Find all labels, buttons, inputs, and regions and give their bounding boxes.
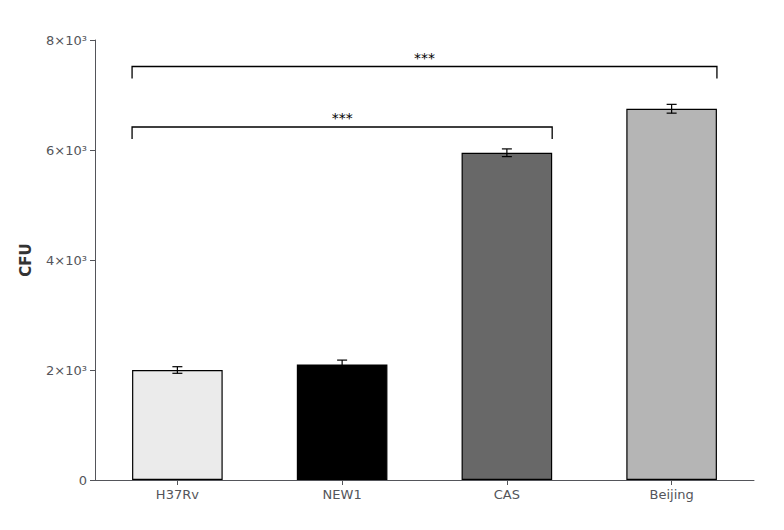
svg-text:4×10³: 4×10³ (46, 253, 87, 268)
svg-text:CAS: CAS (494, 487, 520, 502)
svg-text:***: *** (332, 110, 353, 126)
svg-text:8×10³: 8×10³ (46, 33, 87, 48)
svg-text:Beijing: Beijing (650, 487, 694, 502)
svg-text:0: 0 (79, 473, 87, 488)
svg-text:***: *** (414, 50, 435, 66)
svg-text:6×10³: 6×10³ (46, 143, 87, 158)
svg-text:NEW1: NEW1 (323, 487, 362, 502)
svg-text:CFU: CFU (17, 243, 35, 276)
svg-text:H37Rv: H37Rv (156, 487, 199, 502)
svg-text:2×10³: 2×10³ (46, 363, 87, 378)
